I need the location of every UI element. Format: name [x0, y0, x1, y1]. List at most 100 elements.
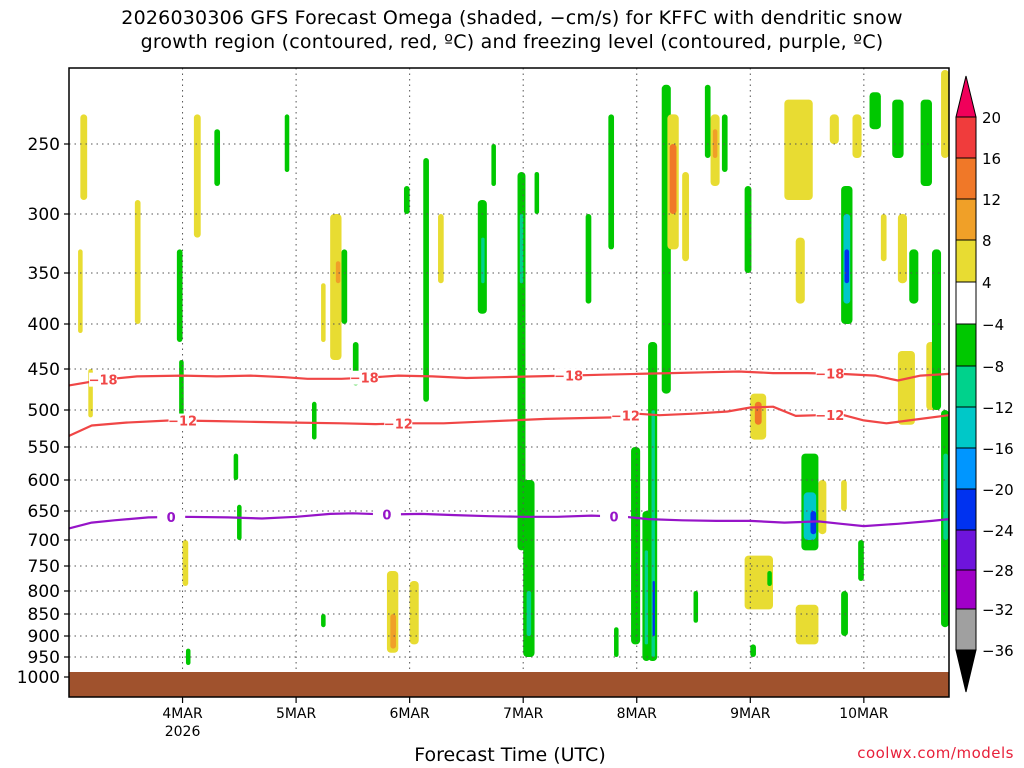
omega-shade-region	[390, 614, 397, 649]
omega-shade-region	[214, 129, 221, 186]
y-tick-label: 400	[28, 315, 60, 335]
y-tick-label: 350	[28, 264, 60, 284]
contour-label: 0	[610, 510, 619, 525]
omega-shade-region	[829, 114, 839, 144]
colorbar-label: 4	[982, 274, 992, 292]
omega-shade-region	[931, 249, 942, 410]
x-tick-sublabel: 2026	[165, 724, 201, 740]
colorbar-label: −4	[982, 316, 1004, 334]
x-tick-label: 10MAR	[839, 706, 888, 722]
colorbar-label: −32	[982, 601, 1014, 619]
omega-shade-region	[481, 237, 485, 284]
omega-shade-region	[880, 214, 887, 262]
omega-shade-region	[403, 186, 410, 214]
omega-shade-region	[519, 214, 524, 284]
contour-label-bg	[384, 416, 413, 431]
omega-shade-region	[652, 581, 655, 636]
grid-layer	[69, 68, 949, 697]
colorbar-label: −28	[982, 562, 1014, 580]
y-tick-label: 850	[28, 605, 60, 625]
colorbar-swatch	[955, 239, 977, 283]
y-tick-label: 800	[28, 582, 60, 602]
colorbar-swatch	[955, 198, 977, 241]
omega-shade-region	[750, 644, 756, 657]
colorbar-label: 16	[982, 150, 1001, 168]
y-axis: 2503003504004505005506006507007508008509…	[17, 135, 69, 688]
y-tick-label: 950	[28, 648, 60, 668]
omega-shade-region	[526, 591, 532, 636]
x-tick-label: 8MAR	[617, 706, 658, 722]
omega-shade-region	[767, 571, 772, 586]
chart-title-line-2: growth region (contoured, red, ºC) and f…	[140, 31, 884, 53]
omega-shade-region	[682, 172, 689, 262]
colorbar-swatch	[955, 488, 977, 531]
omega-shade-region	[909, 249, 919, 304]
omega-shade-region	[491, 144, 496, 186]
omega-shade-region	[693, 591, 699, 623]
colorbar-swatch	[955, 569, 977, 610]
omega-shade-region	[841, 480, 847, 511]
contour-label: −18	[350, 372, 379, 387]
omega-shade-region	[644, 550, 649, 645]
omega-shade-region	[176, 249, 183, 342]
x-tick-label: 4MAR	[162, 706, 203, 722]
contour-label-bg	[815, 407, 844, 422]
contour-label: −12	[815, 409, 844, 424]
omega-shade-region	[704, 84, 711, 158]
contour-label: 0	[382, 508, 391, 523]
omega-shade-region	[858, 540, 864, 581]
y-tick-label: 250	[28, 135, 60, 155]
contour-label-bg	[89, 372, 118, 387]
omega-shade-region	[631, 447, 641, 645]
colorbar-label: 20	[982, 109, 1001, 127]
contour-layer: −18 −18 −18 −18 −12 −12 −12 −12 0 0 0	[68, 366, 950, 530]
x-axis-label: Forecast Time (UTC)	[414, 744, 606, 766]
credit-link[interactable]: coolwx.com/models	[857, 744, 1014, 762]
y-tick-label: 300	[28, 205, 60, 225]
contour-line	[68, 512, 950, 530]
omega-shade-region	[614, 627, 619, 657]
y-tick-label: 700	[28, 531, 60, 551]
omega-shade-region	[182, 540, 189, 586]
omega-shade-region	[341, 249, 348, 324]
contour-label: 0	[167, 511, 176, 526]
contour-label-bg	[372, 507, 401, 522]
omega-shade-region	[844, 249, 850, 284]
colorbar-swatch	[955, 323, 977, 367]
y-tick-label: 450	[28, 360, 60, 380]
x-tick-label: 5MAR	[276, 706, 317, 722]
omega-shade-region	[321, 614, 326, 628]
omega-shade-region	[754, 401, 762, 425]
colorbar-swatch	[955, 406, 977, 449]
surface-ground-band	[69, 672, 949, 697]
omega-shade-region	[330, 214, 342, 360]
colorbar-swatch	[955, 116, 977, 159]
omega-shade-region	[233, 453, 239, 480]
contour-label-bg	[554, 368, 583, 383]
omega-shade-region	[134, 200, 141, 324]
omega-shade-region	[335, 261, 341, 284]
colorbar-label: 12	[982, 191, 1001, 209]
y-tick-label: 650	[28, 502, 60, 522]
contour-label: −18	[89, 374, 118, 389]
colorbar-bottom-arrow	[955, 649, 977, 693]
x-tick-label: 7MAR	[503, 706, 544, 722]
omega-shade-region	[712, 129, 718, 158]
colorbar-swatch	[955, 365, 977, 408]
omega-shade-region	[80, 114, 88, 200]
colorbar-swatch	[955, 281, 977, 325]
colorbar-swatch	[955, 157, 977, 200]
contour-label-bg	[600, 509, 629, 524]
omega-shade-region	[721, 114, 728, 172]
omega-shade-region	[284, 114, 290, 172]
colorbar: 20 16 12 8 4 −4 −8 −12 −16 −20 −24 −28 −32 −36	[955, 75, 1014, 693]
colorbar-label: −12	[982, 399, 1014, 417]
omega-shade-region	[438, 214, 444, 284]
omega-shade-region	[892, 99, 904, 158]
contour-label: −18	[815, 368, 844, 383]
contour-label-bg	[157, 509, 186, 524]
contour-label: −12	[168, 415, 197, 430]
colorbar-label: 8	[982, 232, 992, 250]
omega-shade-region	[423, 158, 429, 402]
omega-shade-region	[78, 249, 83, 333]
